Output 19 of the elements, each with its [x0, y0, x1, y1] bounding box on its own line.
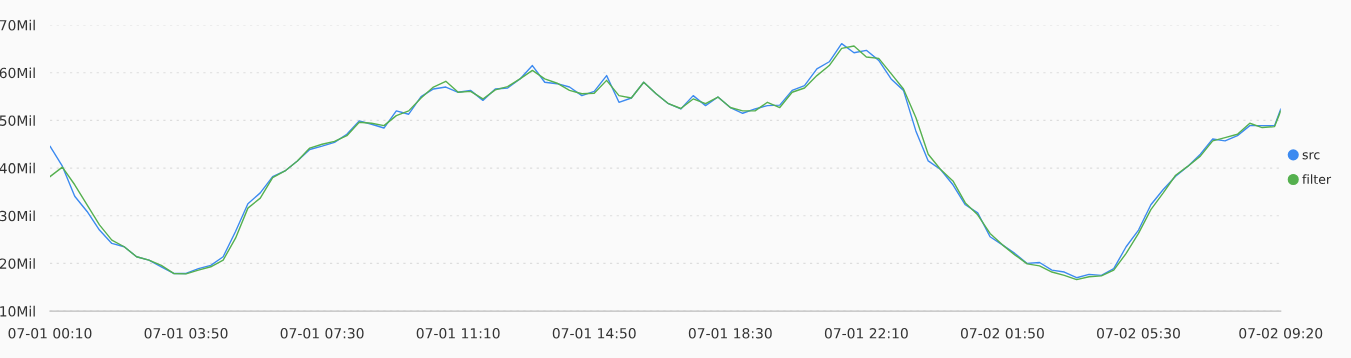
y-tick-label: 70Mil — [0, 19, 35, 31]
x-tick-label: 07-01 14:50 — [552, 328, 636, 339]
x-tick-label: 07-02 01:50 — [960, 328, 1044, 339]
y-tick-label: 20Mil — [0, 258, 35, 269]
y-tick-label: 10Mil — [0, 305, 35, 317]
x-tick-label: 07-01 18:30 — [688, 328, 772, 339]
legend-label: filter — [1302, 174, 1332, 185]
x-tick-label: 07-01 03:50 — [144, 328, 228, 339]
x-tick-label: 07-01 07:30 — [280, 328, 364, 339]
y-tick-label: 40Mil — [0, 162, 35, 174]
x-tick-label: 07-01 11:10 — [416, 328, 500, 339]
x-tick-label: 07-02 05:30 — [1097, 328, 1180, 339]
x-tick-label: 07-02 09:20 — [1239, 328, 1323, 339]
x-tick-label: 07-01 22:10 — [824, 328, 908, 339]
y-tick-label: 30Mil — [0, 210, 35, 222]
x-tick-label: 07-01 00:10 — [8, 328, 92, 339]
y-tick-label: 60Mil — [0, 67, 35, 79]
legend-label: src — [1302, 152, 1320, 160]
y-tick-label: 50Mil — [0, 115, 35, 126]
